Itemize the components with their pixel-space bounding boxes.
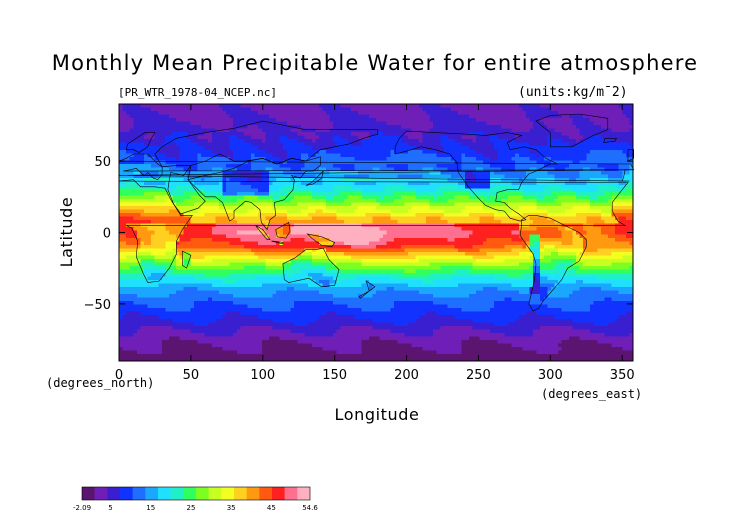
colorbar-segment bbox=[132, 487, 146, 500]
colorbar-segment bbox=[107, 487, 121, 500]
colorbar-segment bbox=[82, 487, 95, 500]
colorbar-tick-label: 35 bbox=[227, 504, 236, 512]
chart-title: Monthly Mean Precipitable Water for enti… bbox=[52, 51, 698, 75]
coastline-11 bbox=[275, 222, 291, 239]
colorbar-segment bbox=[284, 487, 298, 500]
y-axis: −50 0 50 bbox=[84, 155, 633, 313]
coastline-layer bbox=[118, 113, 635, 312]
x-tick-label: 50 bbox=[183, 368, 200, 383]
coastline-16 bbox=[535, 113, 609, 148]
x-tick-label: 250 bbox=[466, 368, 491, 383]
coastline-14 bbox=[358, 280, 376, 299]
coastline-8 bbox=[305, 170, 324, 186]
colorbar-frame bbox=[81, 486, 311, 501]
x-tick-label: 350 bbox=[610, 368, 635, 383]
x-tick-label: 100 bbox=[250, 368, 275, 383]
heatmap-layer bbox=[119, 104, 633, 361]
x-axis: 0 50 100 150 200 250 300 350 bbox=[115, 104, 635, 383]
coastline-12 bbox=[306, 233, 336, 248]
heatmap-image bbox=[119, 104, 633, 361]
y-tick-label: 0 bbox=[103, 227, 111, 242]
source-label: [PR_WTR_1978-04_NCEP.nc] bbox=[118, 86, 277, 99]
units-label: (units:kg/m¯2) bbox=[518, 85, 628, 100]
coastline-5 bbox=[167, 165, 206, 215]
coastline-17 bbox=[519, 215, 587, 312]
coastline-6 bbox=[154, 120, 379, 168]
coastline-9 bbox=[255, 225, 271, 240]
x-units-label: (degrees_east) bbox=[541, 387, 642, 401]
colorbar-tick-label: 45 bbox=[267, 504, 276, 512]
colorbar-segment bbox=[94, 487, 108, 500]
x-tick-label: 300 bbox=[538, 368, 563, 383]
colorbar-segment bbox=[196, 487, 209, 500]
colorbar-tick-label: 15 bbox=[146, 504, 155, 512]
coastline-18 bbox=[603, 138, 618, 143]
colorbar-tick-label: 25 bbox=[186, 504, 195, 512]
coastline-10 bbox=[271, 240, 284, 245]
x-tick-label: 200 bbox=[394, 368, 419, 383]
colorbar-segment bbox=[120, 487, 133, 500]
colorbar-segment bbox=[234, 487, 247, 500]
colorbar: -2.09 5 15 25 35 45 54.6 bbox=[73, 486, 318, 512]
y-tick-label: −50 bbox=[84, 298, 111, 313]
colorbar-tick-label: -2.09 bbox=[73, 504, 91, 512]
coastline-13 bbox=[282, 247, 340, 288]
coastline-4 bbox=[182, 250, 192, 269]
x-tick-label: 0 bbox=[115, 368, 123, 383]
coastline-3 bbox=[118, 179, 629, 283]
colorbar-segment bbox=[183, 487, 197, 500]
colorbar-segment bbox=[221, 487, 235, 500]
colorbar-segment bbox=[272, 487, 285, 500]
x-tick-label: 150 bbox=[322, 368, 347, 383]
colorbar-tick-label: 5 bbox=[108, 504, 112, 512]
colorbar-segment bbox=[208, 487, 222, 500]
colorbar-segment bbox=[158, 487, 171, 500]
coastline-15 bbox=[394, 130, 558, 222]
y-axis-label: Latitude bbox=[57, 197, 76, 268]
y-units-label: (degrees_north) bbox=[46, 376, 154, 390]
colorbar-segment bbox=[170, 487, 184, 500]
coastline-1 bbox=[118, 153, 635, 181]
coastline-7 bbox=[187, 156, 321, 231]
colorbar-segment bbox=[259, 487, 273, 500]
coastline-19 bbox=[627, 149, 634, 162]
colorbar-segment bbox=[145, 487, 159, 500]
colorbar-segment bbox=[246, 487, 260, 500]
colorbar-tick-label: 54.6 bbox=[302, 504, 318, 512]
x-axis-label: Longitude bbox=[335, 405, 420, 424]
colorbar-segment bbox=[297, 487, 311, 500]
coastline-2 bbox=[125, 132, 156, 153]
y-tick-label: 50 bbox=[94, 155, 111, 170]
